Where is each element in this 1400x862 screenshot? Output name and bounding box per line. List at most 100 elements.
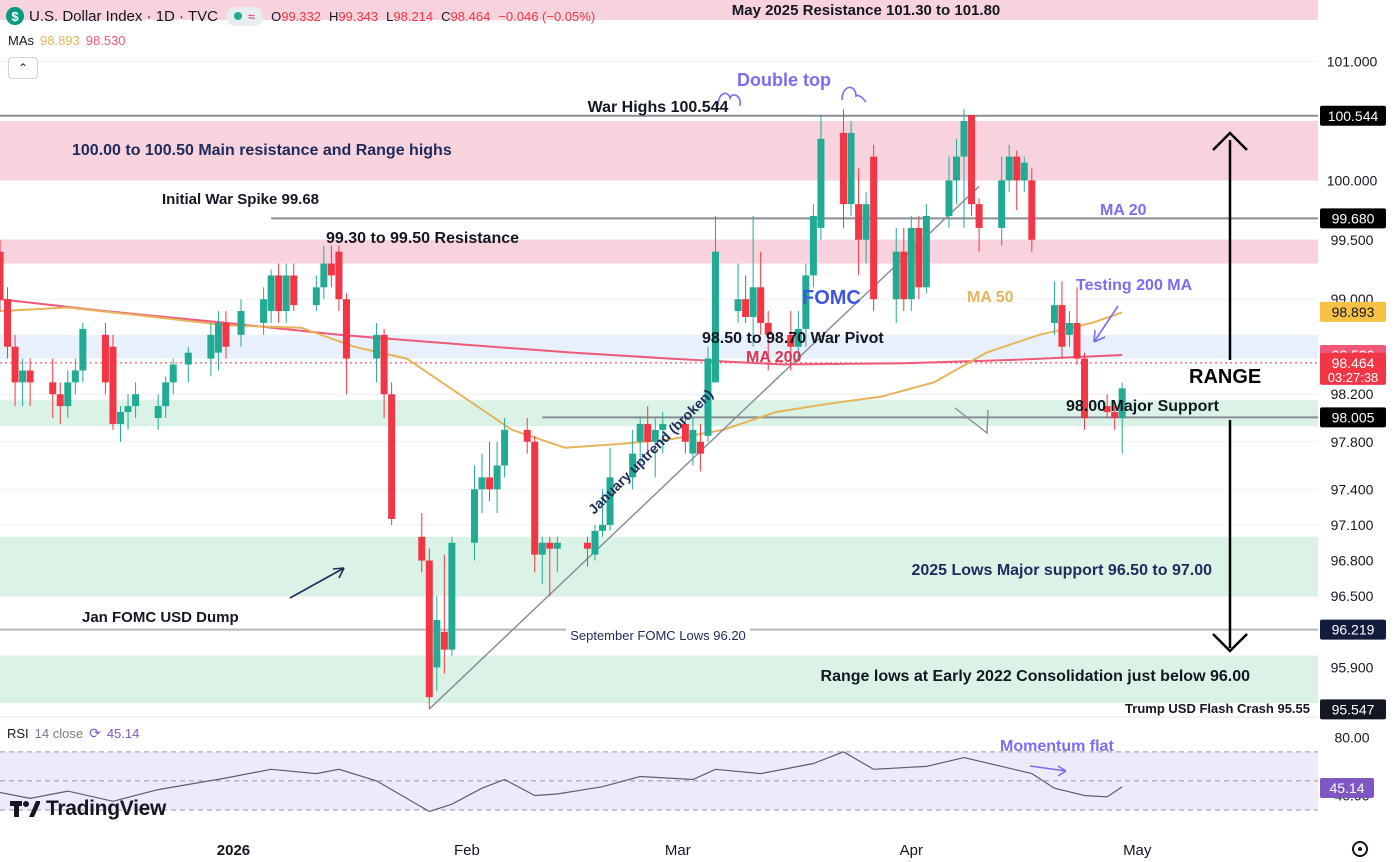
symbol-title[interactable]: U.S. Dollar Index · 1D · TVC bbox=[29, 7, 218, 25]
candle-body bbox=[11, 346, 19, 383]
candle-body bbox=[1081, 358, 1089, 418]
ohlc-change: −0.046 (−0.05%) bbox=[498, 8, 596, 24]
candle-body bbox=[802, 275, 810, 329]
candle-body bbox=[214, 322, 222, 353]
candle-body bbox=[207, 334, 215, 359]
candle-body bbox=[538, 542, 546, 555]
ohlc-high: H99.343 bbox=[328, 8, 379, 24]
candle-body bbox=[1103, 406, 1111, 413]
candle-body bbox=[651, 429, 659, 442]
candle-body bbox=[478, 477, 486, 490]
price-tag-label: 96.219 bbox=[1332, 622, 1375, 638]
candle-body bbox=[945, 180, 953, 217]
candle-body bbox=[1020, 162, 1028, 181]
price-tick-label: 97.100 bbox=[1331, 517, 1374, 533]
zone-band bbox=[0, 400, 1318, 427]
candle-body bbox=[659, 423, 667, 430]
candle-body bbox=[900, 251, 908, 300]
testing-200-arrow bbox=[1093, 305, 1119, 343]
candle-body bbox=[809, 216, 817, 276]
candle-body bbox=[275, 275, 283, 312]
zone-band bbox=[0, 120, 1318, 181]
rsi-legend[interactable]: RSI 14 close ⟳ 45.14 bbox=[7, 725, 139, 742]
annotation-range: RANGE bbox=[1189, 366, 1261, 388]
candle-body bbox=[0, 251, 4, 300]
candle-body bbox=[757, 287, 765, 323]
price-tick-label: 100.000 bbox=[1327, 172, 1378, 188]
annotation-range-lows: Range lows at Early 2022 Consolidation j… bbox=[821, 668, 1251, 685]
symbol-legend[interactable]: $ U.S. Dollar Index · 1D · TVC ≈ O99.332… bbox=[6, 5, 603, 27]
collapse-legend-button[interactable]: ⌃ bbox=[8, 57, 38, 79]
candle-body bbox=[591, 530, 599, 555]
annotation-ma50: MA 50 bbox=[967, 289, 1014, 306]
wave-icon: ≈ bbox=[247, 8, 256, 24]
annotation-double-top: Double top bbox=[737, 70, 831, 90]
support-wedge bbox=[954, 407, 989, 435]
price-tag-bg bbox=[1320, 208, 1386, 229]
candle-body bbox=[109, 346, 117, 424]
annotation-sept-fomc-lows: September FOMC Lows 96.20 bbox=[570, 628, 746, 643]
candle-body bbox=[290, 275, 298, 306]
ohlc-open: O99.332 bbox=[271, 8, 321, 24]
ma200-line bbox=[0, 298, 1123, 366]
candle-body bbox=[794, 328, 802, 347]
candle-body bbox=[968, 115, 976, 205]
candle-body bbox=[418, 536, 426, 561]
price-tick-label: 97.800 bbox=[1331, 434, 1374, 450]
price-tick-label: 101.000 bbox=[1327, 54, 1378, 70]
annotation-jan-fomc-dump: Jan FOMC USD Dump bbox=[82, 609, 239, 626]
candle-body bbox=[749, 287, 757, 318]
candle-body bbox=[501, 429, 509, 466]
candle-body bbox=[433, 619, 441, 668]
candle-body bbox=[1111, 412, 1119, 418]
candle-body bbox=[523, 429, 531, 442]
market-status-pill[interactable]: ≈ bbox=[225, 6, 264, 26]
candle-body bbox=[599, 524, 607, 531]
price-tag-label: 98.893 bbox=[1332, 304, 1375, 320]
candle-body bbox=[71, 370, 79, 383]
mas-legend[interactable]: MAs 98.893 98.530 bbox=[8, 33, 126, 48]
candle-body bbox=[1013, 156, 1021, 181]
candle-body bbox=[960, 120, 968, 157]
price-tag-bg bbox=[1320, 699, 1386, 720]
rsi-params: 14 close bbox=[34, 726, 84, 741]
candle-body bbox=[742, 299, 750, 318]
candle-body bbox=[531, 441, 539, 555]
price-tag-bg bbox=[1320, 619, 1386, 640]
price-tick-label: 95.900 bbox=[1331, 659, 1374, 675]
settings-gear-icon[interactable] bbox=[1352, 841, 1368, 857]
candle-body bbox=[154, 406, 162, 418]
dollar-logo-icon: $ bbox=[6, 7, 24, 25]
annotation-main-resistance: 100.00 to 100.50 Main resistance and Ran… bbox=[72, 142, 452, 159]
candle-body bbox=[493, 465, 501, 490]
candle-body bbox=[162, 382, 170, 407]
annotation-war-highs: War Highs 100.544 bbox=[588, 99, 729, 116]
market-open-dot-icon bbox=[233, 12, 242, 20]
annotation-initial-war-spike: Initial War Spike 99.68 bbox=[162, 191, 319, 208]
annotation-ma20: MA 20 bbox=[1100, 202, 1147, 219]
candle-body bbox=[636, 423, 644, 442]
candle-body bbox=[169, 364, 177, 383]
candle-body bbox=[312, 287, 320, 306]
ma-value-1: 98.893 bbox=[40, 33, 80, 48]
ma50-line bbox=[0, 306, 1123, 449]
candle-body bbox=[855, 204, 863, 240]
candle-body bbox=[644, 423, 652, 442]
candle-body bbox=[320, 263, 328, 288]
candle-body bbox=[117, 412, 125, 424]
price-tag-bg bbox=[1320, 301, 1386, 322]
zone-band bbox=[0, 239, 1318, 264]
annotation-resistance-9930: 99.30 to 99.50 Resistance bbox=[326, 230, 519, 247]
candle-body bbox=[629, 453, 637, 478]
candle-body bbox=[734, 299, 742, 312]
candle-body bbox=[470, 489, 478, 543]
price-tag-bg bbox=[1320, 352, 1386, 385]
zone-band bbox=[0, 536, 1318, 597]
price-tag-label: 95.547 bbox=[1332, 701, 1375, 717]
candle-body bbox=[335, 251, 343, 300]
price-tag-bg bbox=[1320, 407, 1386, 428]
candle-body bbox=[975, 204, 983, 228]
candle-body bbox=[132, 394, 140, 407]
tradingview-logo[interactable]: TradingView bbox=[10, 797, 166, 821]
